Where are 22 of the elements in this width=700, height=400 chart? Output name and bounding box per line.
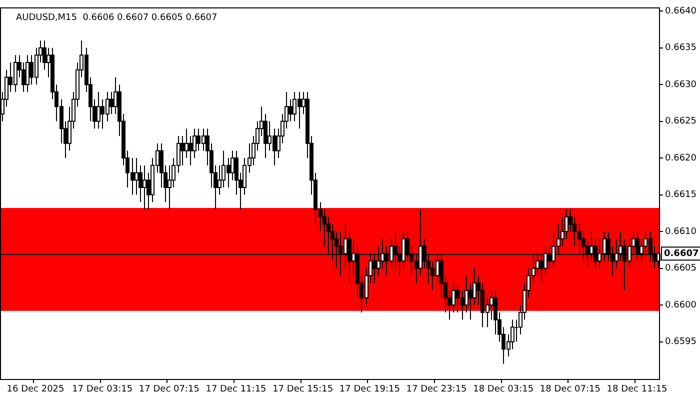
x-tick-label: 17 Dec 11:15 bbox=[206, 384, 266, 395]
text: AUDUSD,M15 0.6606 0.6607 0.6605 0.6607 bbox=[16, 13, 218, 24]
y-tick-label: 0.6610 bbox=[665, 226, 697, 237]
y-tick-label: 0.6605 bbox=[665, 264, 696, 274]
x-tick-label: 17 Dec 23:15 bbox=[406, 384, 467, 395]
x-tick-label: 17 Dec 19:15 bbox=[339, 384, 400, 395]
x-tick-label: 18 Dec 07:15 bbox=[540, 384, 600, 395]
y-tick-label: 0.6620 bbox=[665, 153, 697, 164]
y-tick-label: 0.6600 bbox=[665, 300, 697, 310]
x-tick-label: 17 Dec 15:15 bbox=[272, 384, 334, 395]
x-tick-label: 18 Dec 03:15 bbox=[473, 384, 534, 395]
y-tick-label: 0.6640 bbox=[665, 6, 697, 16]
y-tick-label: 0.6630 bbox=[665, 80, 697, 90]
x-tick-label: 16 Dec 2025 bbox=[6, 384, 64, 395]
y-tick-label: 0.6625 bbox=[665, 116, 696, 127]
y-tick-label: 0.6615 bbox=[665, 190, 696, 200]
x-tick-label: 18 Dec 11:15 bbox=[606, 384, 668, 395]
y-tick-label: 0.6595 bbox=[665, 337, 696, 348]
ref-line-label: 0.6607 bbox=[664, 248, 699, 259]
x-tick-label: 17 Dec 07:15 bbox=[138, 384, 200, 395]
x-tick-label: 17 Dec 03:15 bbox=[72, 384, 133, 395]
y-tick-label: 0.6635 bbox=[665, 43, 696, 54]
